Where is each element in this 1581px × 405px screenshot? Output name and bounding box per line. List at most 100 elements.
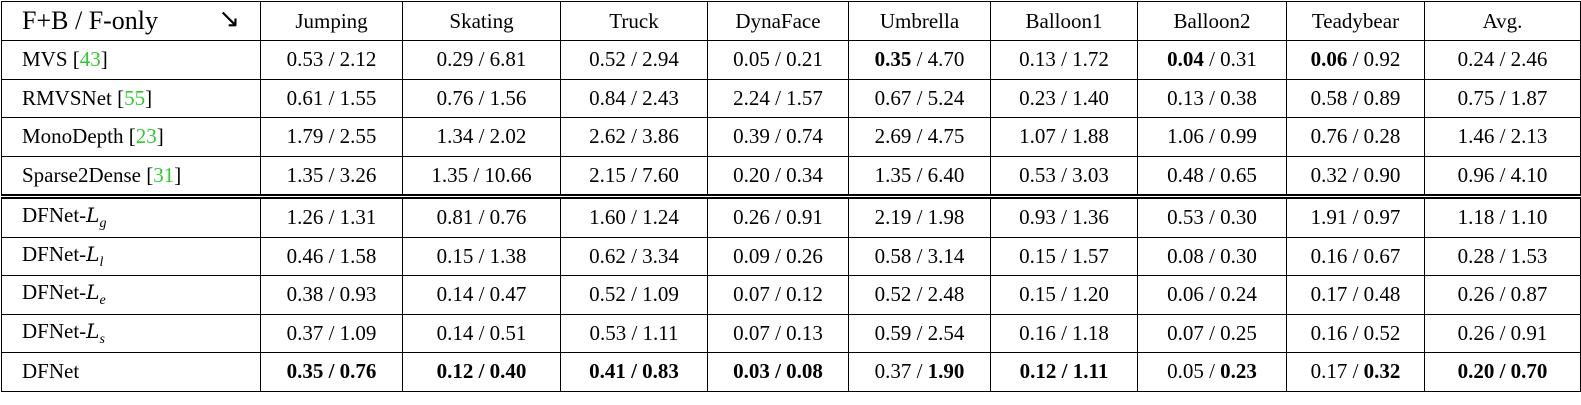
method-subscript: l (99, 254, 104, 270)
cite-close: ] (156, 124, 164, 149)
f-value: 1.88 (1072, 124, 1109, 149)
method-name: MVS (22, 47, 68, 72)
f-value: 1.98 (927, 205, 965, 230)
separator: / (1499, 282, 1506, 307)
value-cell: 2.24 / 1.57 (707, 78, 849, 118)
separator: / (1061, 243, 1067, 268)
separator: / (1061, 162, 1067, 187)
value-cell: 0.14 / 0.47 (402, 275, 561, 315)
value-cell: 0.05 / 0.23 (1137, 352, 1287, 392)
cite-open: [ (117, 85, 125, 110)
fb-value: 2.69 (874, 124, 912, 149)
value-cell: 0.76 / 0.28 (1286, 117, 1425, 157)
citation: 23 (135, 124, 157, 149)
fb-value: 0.53 (1167, 205, 1204, 230)
value-cell: 1.35 / 3.26 (260, 155, 403, 197)
f-value: 0.30 (1220, 205, 1257, 230)
value-cell: 0.07 / 0.25 (1137, 313, 1287, 353)
f-value: 1.38 (489, 243, 527, 268)
f-value: 1.90 (927, 359, 965, 384)
f-value: 0.24 (1220, 282, 1257, 307)
method-name: DFNet- (22, 241, 87, 266)
method-cell: MVS [43] (1, 40, 261, 80)
method-name: MonoDepth (22, 124, 124, 149)
fb-value: 0.58 (874, 243, 912, 268)
method-cell: DFNet-Le (1, 275, 261, 315)
f-value: 0.76 (489, 205, 527, 230)
value-cell: 0.16 / 1.18 (990, 313, 1138, 353)
column-header: Skating (402, 1, 561, 41)
value-cell: 0.52 / 2.48 (848, 275, 991, 315)
value-cell: 0.76 / 1.56 (402, 78, 561, 118)
separator: / (775, 282, 781, 307)
value-cell: 0.58 / 0.89 (1286, 78, 1425, 118)
method-cell: DFNet-Ls (1, 313, 261, 353)
f-value: 0.74 (786, 124, 823, 149)
method-subscript: e (99, 293, 106, 309)
value-cell: 0.16 / 0.52 (1286, 313, 1425, 353)
f-value: 3.03 (1072, 162, 1109, 187)
value-cell: 0.09 / 0.26 (707, 236, 849, 276)
fb-value: 0.37 (874, 359, 912, 384)
value-cell: 0.28 / 1.53 (1424, 236, 1581, 276)
value-cell: 0.67 / 5.24 (848, 78, 991, 118)
f-value: 0.40 (489, 359, 527, 384)
f-value: 7.60 (642, 162, 679, 187)
fb-value: 1.35 (431, 162, 469, 187)
f-value: 0.67 (1363, 243, 1401, 268)
fb-value: 0.20 (733, 162, 770, 187)
method-subscript: g (99, 216, 107, 232)
cite-open: [ (128, 124, 136, 149)
column-header: Balloon1 (990, 1, 1138, 41)
fb-value: 1.35 (874, 162, 912, 187)
f-value: 0.97 (1363, 205, 1401, 230)
table-row: DFNet-Ll 0.46 / 1.58 0.15 / 1.38 0.62 / 3.3… (1, 236, 1581, 276)
f-value: 0.65 (1220, 162, 1257, 187)
fb-value: 0.53 (1019, 162, 1056, 187)
separator: / (916, 320, 923, 345)
fb-value: 0.53 (286, 47, 324, 72)
column-header: Teadybear (1286, 1, 1425, 41)
separator: / (631, 359, 637, 384)
separator: / (631, 124, 637, 149)
separator: / (478, 205, 485, 230)
f-value: 0.70 (1510, 359, 1548, 384)
value-cell: 0.08 / 0.30 (1137, 236, 1287, 276)
fb-value: 0.12 (1019, 359, 1057, 384)
separator: / (1209, 85, 1215, 110)
value-cell: 0.46 / 1.58 (260, 236, 403, 276)
fb-value: 0.12 (436, 359, 474, 384)
f-value: 1.58 (339, 243, 377, 268)
f-value: 2.12 (339, 47, 377, 72)
fb-value: 0.24 (1457, 47, 1495, 72)
value-cell: 0.53 / 0.30 (1137, 194, 1287, 238)
separator: / (916, 47, 923, 72)
separator: / (473, 162, 480, 187)
fb-value: 0.75 (1457, 85, 1495, 110)
separator: / (1352, 47, 1359, 72)
separator: / (631, 282, 637, 307)
separator: / (1061, 359, 1068, 384)
value-cell: 0.06 / 0.92 (1286, 40, 1425, 80)
value-cell: 0.84 / 2.43 (560, 78, 708, 118)
value-cell: 1.06 / 0.99 (1137, 117, 1287, 157)
separator: / (1352, 124, 1359, 149)
f-value: 2.13 (1510, 124, 1548, 149)
separator: / (1499, 243, 1506, 268)
value-cell: 0.03 / 0.08 (707, 352, 849, 392)
f-value: 0.52 (1363, 320, 1401, 345)
fb-value: 0.52 (589, 47, 626, 72)
value-cell: 0.96 / 4.10 (1424, 155, 1581, 197)
f-value: 2.54 (927, 320, 965, 345)
value-cell: 0.61 / 1.55 (260, 78, 403, 118)
value-cell: 0.53 / 3.03 (990, 155, 1138, 197)
table-row: Sparse2Dense [31] 1.35 / 3.26 1.35 / 10.66… (1, 155, 1581, 197)
fb-value: 0.17 (1310, 282, 1348, 307)
f-value: 2.02 (489, 124, 527, 149)
fb-value: 0.23 (1019, 85, 1056, 110)
method-name: RMVSNet (22, 85, 112, 110)
citation: 31 (153, 162, 175, 187)
separator: / (1061, 320, 1067, 345)
separator: / (328, 47, 335, 72)
separator: / (916, 85, 923, 110)
